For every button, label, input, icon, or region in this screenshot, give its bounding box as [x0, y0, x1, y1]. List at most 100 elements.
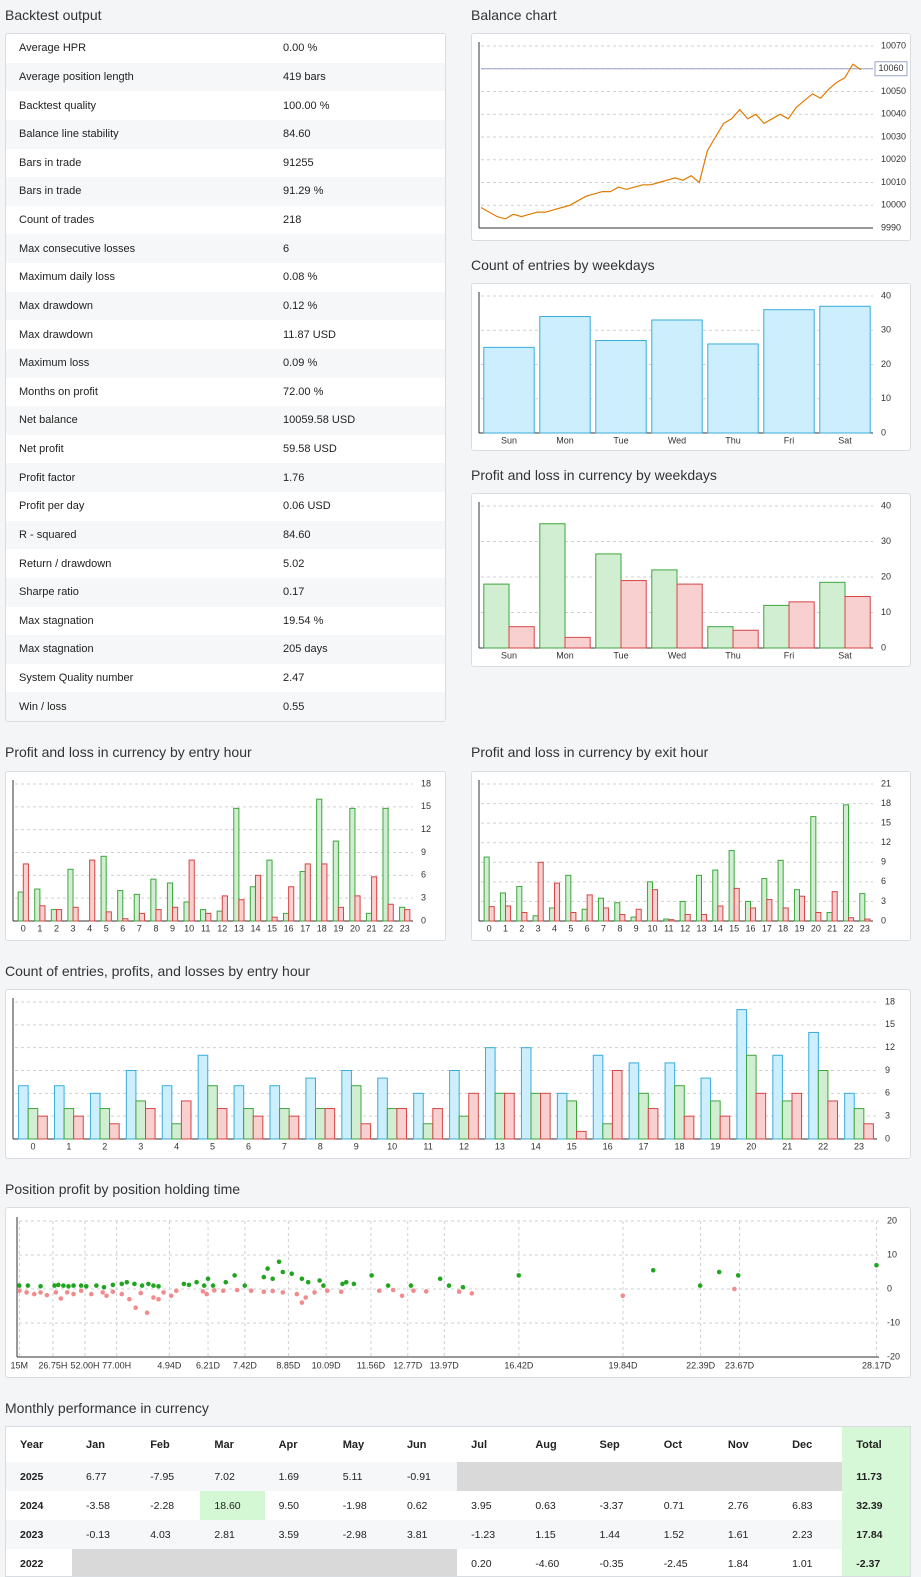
stat-value: 100.00 % — [283, 99, 330, 112]
header-cell: Oct — [663, 1438, 683, 1451]
bar — [171, 1123, 182, 1140]
bar — [863, 1123, 874, 1140]
value-cell: -0.13 — [86, 1528, 110, 1541]
bar — [679, 900, 686, 922]
stat-row: Average position length 419 bars — [6, 62, 445, 92]
x-tick-label: 0 — [30, 1141, 35, 1151]
value-cell: 6.83 — [792, 1499, 813, 1512]
point — [351, 1281, 357, 1287]
bar — [243, 1108, 254, 1140]
x-tick-label: 15 — [567, 1141, 577, 1151]
bar — [233, 1085, 245, 1140]
bar — [332, 840, 339, 922]
point — [299, 1300, 305, 1305]
value-cell: 0.62 — [406, 1499, 428, 1512]
bar — [781, 1100, 793, 1140]
empty-cell — [136, 1549, 201, 1576]
point — [161, 1290, 166, 1295]
x-tick-label: 13 — [495, 1141, 505, 1151]
bar — [288, 1115, 300, 1140]
bar — [34, 888, 41, 922]
bar — [864, 918, 871, 922]
x-tick-label: 8 — [318, 1141, 323, 1151]
header-cell: Jan — [86, 1438, 105, 1451]
y-tick-label: 9 — [885, 1065, 890, 1075]
x-tick-label: 10 — [647, 923, 657, 933]
y-tick-label: 6 — [881, 876, 886, 886]
value-cell: 7.02 — [214, 1470, 235, 1483]
bar — [848, 917, 855, 922]
bar — [337, 906, 345, 922]
bar — [707, 343, 759, 434]
header-cell: Mar — [214, 1438, 234, 1451]
value-cell: 1.52 — [663, 1528, 685, 1541]
point — [201, 1283, 207, 1288]
empty-cell — [264, 1549, 329, 1576]
x-tick-label: 15 — [729, 923, 739, 933]
section-title: Count of entries by weekdays — [471, 257, 655, 273]
y-tick-label: 10 — [881, 393, 891, 403]
stat-label: Max stagnation — [19, 643, 94, 656]
point — [210, 1283, 216, 1288]
chart-panel: 0 3 6 9 12 15 18 0 1 2 3 4 5 6 7 8 9 10 11 12 13 14 15 16 17 18 19… — [5, 989, 911, 1159]
point — [104, 1293, 109, 1299]
point — [25, 1283, 31, 1288]
x-tick-label: Tue — [613, 435, 628, 445]
point — [312, 1290, 317, 1295]
point — [261, 1274, 267, 1280]
point — [620, 1293, 626, 1299]
point — [390, 1287, 396, 1293]
y-tick-label: 30 — [881, 325, 891, 335]
x-tick-label: 4.94D — [157, 1360, 182, 1370]
bar — [449, 1070, 460, 1140]
value-cell: 1.44 — [599, 1528, 620, 1541]
bar — [72, 906, 79, 922]
stat-label: Maximum loss — [19, 357, 90, 370]
value-cell: 0.71 — [663, 1499, 685, 1512]
x-tick-label: 1 — [503, 923, 508, 933]
x-tick-label: 77.00H — [102, 1360, 131, 1370]
bar — [815, 912, 822, 922]
bar — [674, 1085, 685, 1140]
bar — [782, 907, 789, 922]
point — [280, 1269, 286, 1275]
bar — [668, 919, 675, 922]
header-cell: Sep — [599, 1438, 620, 1451]
bar — [791, 1092, 803, 1140]
y-tick-label: 30 — [881, 536, 891, 546]
x-tick-label: 23 — [400, 923, 410, 933]
bar — [161, 1085, 173, 1140]
y-tick-label: 40 — [881, 290, 891, 300]
point — [411, 1288, 416, 1293]
stat-row: Bars in trade 91.29 % — [6, 177, 445, 206]
y-tick-label: 10000 — [881, 200, 906, 210]
point — [119, 1291, 125, 1297]
monthly-table: Year Jan Feb Mar Apr May Jun Jul Aug Sep Oct Nov Dec… — [6, 1427, 910, 1576]
year-row: 2024 -3.58 -2.28 18.60 9.50 -1.98 0.62 3.95 0.63… — [6, 1491, 910, 1520]
bar — [468, 1092, 479, 1140]
stat-row: Profit per day 0.06 USD — [6, 492, 445, 521]
bar — [197, 1054, 209, 1140]
chart: 0 10 20 30 40 Sun Mon Tue Wed Thu Fri Sat — [478, 290, 891, 445]
bar — [592, 1054, 604, 1140]
value-cell: 17.84 — [842, 1520, 910, 1549]
x-tick-label: 6 — [585, 923, 590, 933]
x-tick-label: 13.97D — [430, 1360, 460, 1370]
point — [340, 1281, 345, 1287]
point — [133, 1305, 138, 1310]
y-tick-label: -10 — [887, 1317, 900, 1327]
bar — [207, 1085, 218, 1140]
stat-row: Bars in trade 91255 — [6, 149, 445, 178]
point — [220, 1288, 226, 1293]
stat-row: Balance line stability 84.60 — [6, 119, 445, 149]
bar — [117, 890, 124, 922]
point — [385, 1283, 391, 1288]
stat-value: 0.06 USD — [283, 500, 331, 513]
x-tick-label: Wed — [668, 435, 686, 445]
bar — [488, 906, 495, 922]
x-tick-label: 11 — [423, 1141, 432, 1151]
point — [17, 1288, 22, 1293]
bar — [200, 909, 207, 922]
bar — [788, 601, 815, 649]
x-tick-label: 15M — [11, 1360, 29, 1370]
